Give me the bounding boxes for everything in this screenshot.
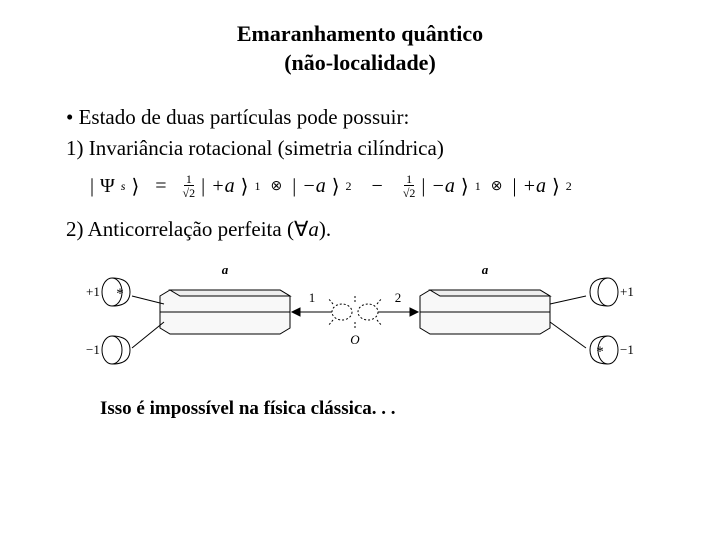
singlet-equation: |Ψs⟩ = 1√2 |+a⟩1 ⊗ |−a⟩2 − 1√2 |−a⟩1 ⊗ |…: [90, 173, 680, 199]
detector-left-top: *: [102, 278, 130, 306]
svg-text:*: *: [116, 286, 124, 302]
label-minus1-left: −1: [86, 342, 100, 357]
title-line2: (não-localidade): [284, 50, 436, 75]
detector-right-bottom: *: [590, 336, 618, 364]
label-origin: O: [350, 332, 360, 347]
label-particle-2: 2: [395, 290, 402, 305]
svg-text:*: *: [596, 344, 604, 360]
item-2: 2) Anticorrelação perfeita (∀a).: [66, 217, 680, 242]
label-plus1-right: +1: [620, 284, 634, 299]
label-particle-1: 1: [309, 290, 316, 305]
analyzer-right: a: [420, 262, 550, 334]
anticorrelation-diagram: * +1 −1 * +1 −1 a: [80, 254, 640, 384]
item-1: 1) Invariância rotacional (simetria cilí…: [66, 136, 680, 161]
title-line1: Emaranhamento quântico: [237, 21, 483, 46]
detector-left-bottom: [102, 336, 130, 364]
source: [328, 296, 382, 328]
detector-right-top: [590, 278, 618, 306]
label-plus1-left: +1: [86, 284, 100, 299]
label-minus1-right: −1: [620, 342, 634, 357]
label-a-right: a: [482, 262, 489, 277]
analyzer-left: a: [160, 262, 290, 334]
slide-title: Emaranhamento quântico (não-localidade): [40, 20, 680, 77]
label-a-left: a: [222, 262, 229, 277]
bullet-intro: • Estado de duas partículas pode possuir…: [66, 105, 680, 130]
footer-note: Isso é impossível na física clássica. . …: [100, 398, 680, 420]
